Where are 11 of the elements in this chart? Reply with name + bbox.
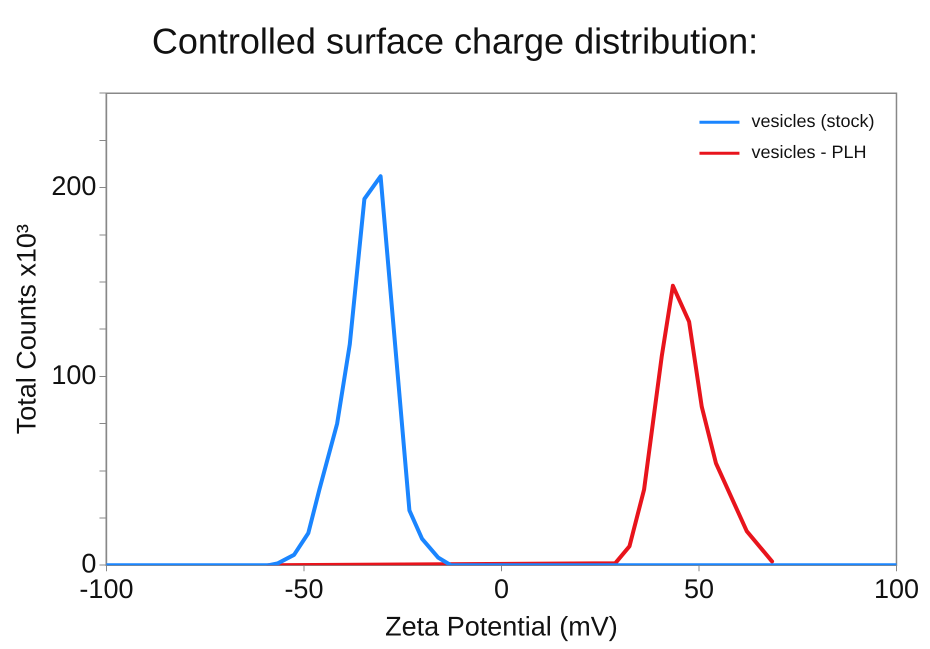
x-tick-label: 100 (874, 574, 920, 604)
x-axis-title: Zeta Potential (mV) (385, 611, 618, 642)
legend-label: vesicles (stock) (751, 111, 874, 132)
y-tick-label: 200 (51, 171, 96, 202)
x-tick-label: 50 (684, 574, 714, 604)
chart-title: Controlled surface charge distribution: (152, 20, 758, 62)
x-tick-label: -50 (284, 574, 324, 604)
legend-label: vesicles - PLH (751, 142, 866, 162)
x-tick-label: 0 (494, 574, 509, 604)
y-tick-label: 100 (51, 360, 96, 390)
y-axis-title: Total Counts x10³ (12, 224, 42, 434)
